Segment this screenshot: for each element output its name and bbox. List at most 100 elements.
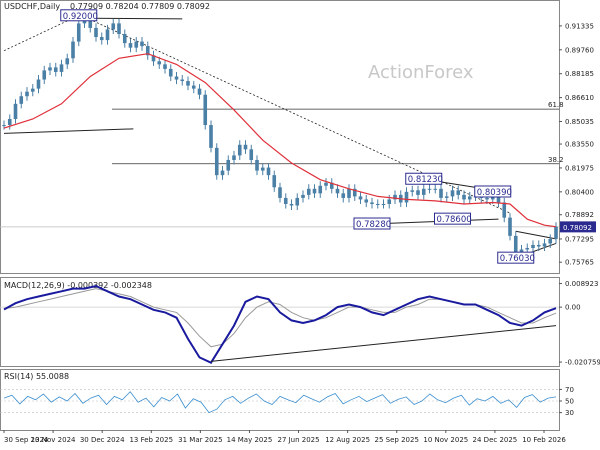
- price-candle-body: [416, 190, 420, 195]
- price-candle-body: [542, 243, 547, 247]
- price-candle-body: [536, 244, 541, 247]
- price-candle-body: [59, 64, 64, 72]
- price-label: 0.92000: [63, 12, 98, 22]
- price-candle-body: [25, 91, 29, 97]
- x-tick-label: 25 Sep 2025: [375, 436, 419, 444]
- x-tick-label: 14 May 2025: [227, 436, 273, 444]
- rsi-y-tick-label: 70: [565, 386, 574, 394]
- dotted-trendline-left: [3, 12, 85, 52]
- x-tick-label: 31 Mar 2025: [178, 436, 222, 444]
- price-label-box: [60, 9, 98, 22]
- price-candle-body: [105, 29, 110, 41]
- price-candle-body: [324, 182, 328, 186]
- price-candle-body: [260, 167, 265, 171]
- price-candle-body: [295, 197, 300, 206]
- price-candle-body: [140, 41, 144, 47]
- macd-trendline: [210, 325, 557, 362]
- rsi-y-tick-label: 30: [565, 409, 574, 417]
- macd-title: MACD(12,26,9) -0.000392 -0.002348: [4, 281, 152, 290]
- price-candle-body: [157, 61, 162, 65]
- price-candle-body: [53, 67, 58, 72]
- price-candle-body: [335, 188, 340, 194]
- price-candle-body: [433, 188, 438, 190]
- price-label-box: [497, 251, 535, 264]
- price-candle-body: [237, 144, 242, 156]
- rsi-layer: [0, 389, 559, 414]
- axes-layer: 0.91335 0.89760 0.88185 0.86610 0.85035 0.835…: [3, 22, 600, 444]
- price-candle-body: [393, 194, 397, 200]
- macd-y-tick-label: 0.00: [565, 304, 581, 312]
- macd-panel-frame: [0, 277, 560, 367]
- price-label-box: [474, 185, 512, 198]
- price-candle-body: [554, 226, 558, 239]
- price-y-tick-label: 0.83550: [565, 141, 594, 149]
- price-candle-body: [519, 249, 524, 253]
- price-candle-body: [168, 68, 173, 77]
- price-candle-body: [456, 190, 461, 195]
- symbol-title: USDCHF,Daily: [4, 2, 60, 11]
- price-candle-body: [191, 85, 196, 89]
- fib-label: 61.8: [548, 101, 564, 109]
- price-candle-body: [496, 193, 501, 203]
- macd-line: [3, 284, 557, 364]
- fib-label: 38.2: [548, 156, 564, 164]
- price-candle-body: [255, 159, 259, 171]
- price-candle-body: [289, 203, 294, 206]
- price-candle-body: [71, 41, 75, 59]
- price-candle-body: [421, 188, 426, 195]
- price-candle-body: [134, 41, 139, 48]
- price-candle-body: [410, 190, 415, 192]
- price-candle-body: [180, 79, 185, 82]
- price-candle-body: [444, 196, 449, 198]
- price-candle-body: [358, 196, 363, 200]
- price-label-box: [405, 172, 443, 185]
- price-candle-body: [203, 94, 208, 126]
- watermark: ActionForex: [368, 62, 474, 83]
- rsi-y-tick-label: 50: [565, 398, 574, 406]
- price-layer: 61.8 38.2 0.92000 0.81230 0.80390 0.78280 0.78…: [0, 9, 564, 264]
- price-candle-body: [197, 88, 202, 95]
- price-candle-body: [312, 188, 317, 194]
- price-candle-body: [513, 235, 518, 253]
- wedge-upper-line: [515, 230, 557, 240]
- x-tick-label: 24 Dec 2025: [473, 436, 518, 444]
- price-candle-body: [65, 58, 70, 65]
- price-candle-body: [347, 188, 351, 198]
- price-label: 0.78600: [437, 215, 472, 225]
- price-candle-body: [508, 217, 512, 236]
- price-candle-body: [266, 167, 271, 176]
- x-tick-label: 12 Aug 2025: [325, 436, 370, 444]
- x-tick-label: 30 Dec 2024: [80, 436, 125, 444]
- price-candle-body: [214, 147, 219, 176]
- price-candle-body: [370, 202, 374, 204]
- macd-y-tick-label: 0.008923: [565, 280, 598, 288]
- price-candle-body: [76, 23, 81, 42]
- price-y-tick-label: 0.86610: [565, 94, 594, 102]
- price-candle-body: [36, 79, 41, 89]
- price-y-tick-label: 0.81975: [565, 164, 594, 172]
- price-candle-body: [439, 188, 443, 198]
- price-candle-body: [283, 197, 288, 204]
- price-label: 0.80390: [477, 188, 512, 198]
- x-tick-label: 30 Sep 2024: [4, 436, 49, 444]
- price-label: 0.81230: [408, 175, 443, 185]
- dotted-trendline-down: [78, 13, 511, 214]
- price-label: 0.78280: [356, 220, 391, 230]
- price-candle-body: [151, 55, 156, 62]
- price-candle-body: [220, 170, 225, 176]
- price-y-tick-label: 0.77295: [565, 235, 594, 243]
- price-candle-body: [13, 103, 18, 119]
- price-y-tick-label: 0.91335: [565, 22, 594, 30]
- price-candle-body: [531, 244, 535, 248]
- price-candle-body: [42, 70, 47, 80]
- price-panel-frame: [0, 0, 560, 274]
- price-candle-body: [209, 125, 213, 148]
- price-candle-body: [306, 188, 311, 195]
- price-candle-body: [111, 23, 116, 30]
- price-y-tick-label: 0.80400: [565, 188, 594, 196]
- rsi-line: [3, 391, 557, 414]
- support-trendline: [3, 128, 134, 134]
- price-candle-body: [301, 194, 305, 198]
- x-tick-label: 13 Nov 2024: [31, 436, 76, 444]
